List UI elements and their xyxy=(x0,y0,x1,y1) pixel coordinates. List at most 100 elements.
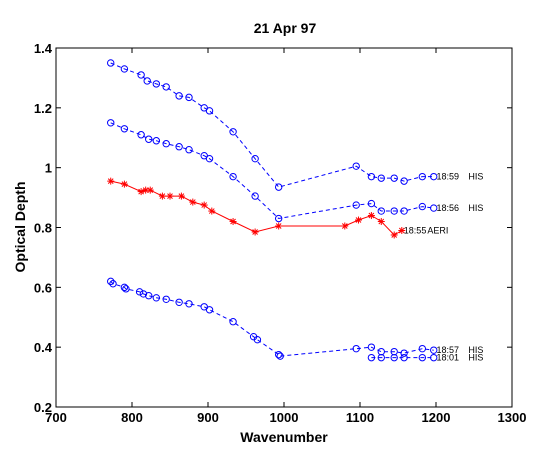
data-point xyxy=(390,174,398,182)
data-point xyxy=(175,143,183,151)
data-point xyxy=(139,290,148,298)
data-point xyxy=(177,192,185,200)
data-point xyxy=(205,306,214,314)
data-point xyxy=(107,177,115,185)
data-point xyxy=(390,231,398,239)
data-point xyxy=(229,318,237,326)
x-tick-label: 900 xyxy=(197,410,219,425)
data-point xyxy=(418,344,427,353)
data-point xyxy=(122,285,130,293)
data-point xyxy=(120,180,128,188)
data-point xyxy=(367,172,376,181)
data-point xyxy=(109,280,117,288)
data-point xyxy=(135,288,144,296)
data-point xyxy=(137,131,145,139)
data-point xyxy=(120,125,129,133)
x-tick-label: 1100 xyxy=(346,410,374,425)
data-point xyxy=(120,283,129,292)
chart-title: 21 Apr 97 xyxy=(254,20,317,36)
series-line xyxy=(110,281,434,357)
data-point xyxy=(354,216,362,224)
data-point xyxy=(352,162,360,170)
series-line xyxy=(110,122,434,220)
data-point xyxy=(400,349,408,357)
y-axis-label: Optical Depth xyxy=(12,181,28,272)
data-point xyxy=(377,207,385,215)
annotation-label: 18:59 xyxy=(436,172,459,182)
data-point xyxy=(185,146,193,154)
annotation-label: HIS xyxy=(468,203,483,213)
data-point xyxy=(430,346,438,354)
data-point xyxy=(189,198,197,206)
data-point xyxy=(107,119,115,127)
data-point xyxy=(107,277,115,286)
data-point xyxy=(175,298,183,306)
series-layer xyxy=(107,59,438,362)
data-point xyxy=(158,192,166,200)
y-tick-label: 0.6 xyxy=(34,280,52,295)
annotation-label: AERI xyxy=(427,225,448,235)
data-point xyxy=(143,77,151,85)
annotation-layer: 18:59 HIS 18:56 HIS 18:55 AERI 18:57 HIS 18:01 HI… xyxy=(404,172,484,363)
data-point xyxy=(205,154,214,163)
data-point xyxy=(107,59,115,67)
series-3 xyxy=(107,177,406,239)
data-point xyxy=(145,292,153,300)
data-point xyxy=(274,214,283,223)
data-point xyxy=(185,300,193,308)
ticks-layer: 700 800 900 1000 1100 1200 1300 0.2 0.4 0.6 0.8 1 1.… xyxy=(34,41,527,425)
data-point xyxy=(390,353,398,362)
data-point xyxy=(145,135,153,143)
data-point xyxy=(377,218,385,226)
data-point xyxy=(352,344,360,353)
data-point xyxy=(390,207,398,215)
data-point xyxy=(251,228,259,236)
annotation-label: HIS xyxy=(468,353,483,363)
series-2 xyxy=(107,119,438,223)
data-point xyxy=(162,140,170,148)
data-point xyxy=(162,83,170,91)
series-line xyxy=(110,62,434,188)
series-1 xyxy=(107,59,438,191)
data-point xyxy=(430,172,438,181)
data-point xyxy=(120,65,129,73)
annotation-label: 18:56 xyxy=(436,203,459,213)
data-point xyxy=(251,154,259,163)
series-4 xyxy=(107,277,438,360)
x-tick-label: 1300 xyxy=(498,410,527,425)
data-point xyxy=(341,222,349,230)
data-point xyxy=(275,222,283,230)
data-point xyxy=(152,137,161,145)
data-point xyxy=(352,201,360,209)
data-point xyxy=(377,353,385,362)
data-point xyxy=(251,192,259,200)
y-tick-label: 0.4 xyxy=(34,340,53,355)
data-point xyxy=(229,128,237,136)
x-tick-label: 1200 xyxy=(422,410,451,425)
data-point xyxy=(274,183,283,191)
y-tick-label: 1.2 xyxy=(34,101,52,116)
data-point xyxy=(253,335,262,344)
annotation-label: 18:01 xyxy=(436,353,459,363)
data-point xyxy=(367,199,376,208)
data-point xyxy=(418,172,427,181)
data-point xyxy=(152,294,161,302)
data-point xyxy=(229,172,237,181)
data-point xyxy=(430,204,438,212)
annotation-label: HIS xyxy=(468,345,483,355)
annotation-label: 18:55 xyxy=(404,225,427,235)
data-point xyxy=(229,218,237,226)
data-point xyxy=(274,350,283,359)
x-axis-label: Wavenumber xyxy=(240,429,328,445)
data-point xyxy=(398,226,406,234)
annotation-label: 18:57 xyxy=(436,345,459,355)
data-point xyxy=(400,353,408,362)
data-point xyxy=(276,352,284,360)
data-point xyxy=(367,212,375,220)
data-point xyxy=(208,207,216,215)
data-point xyxy=(418,202,427,211)
data-point xyxy=(367,343,376,351)
x-tick-label: 700 xyxy=(45,410,67,425)
data-point xyxy=(418,353,427,362)
